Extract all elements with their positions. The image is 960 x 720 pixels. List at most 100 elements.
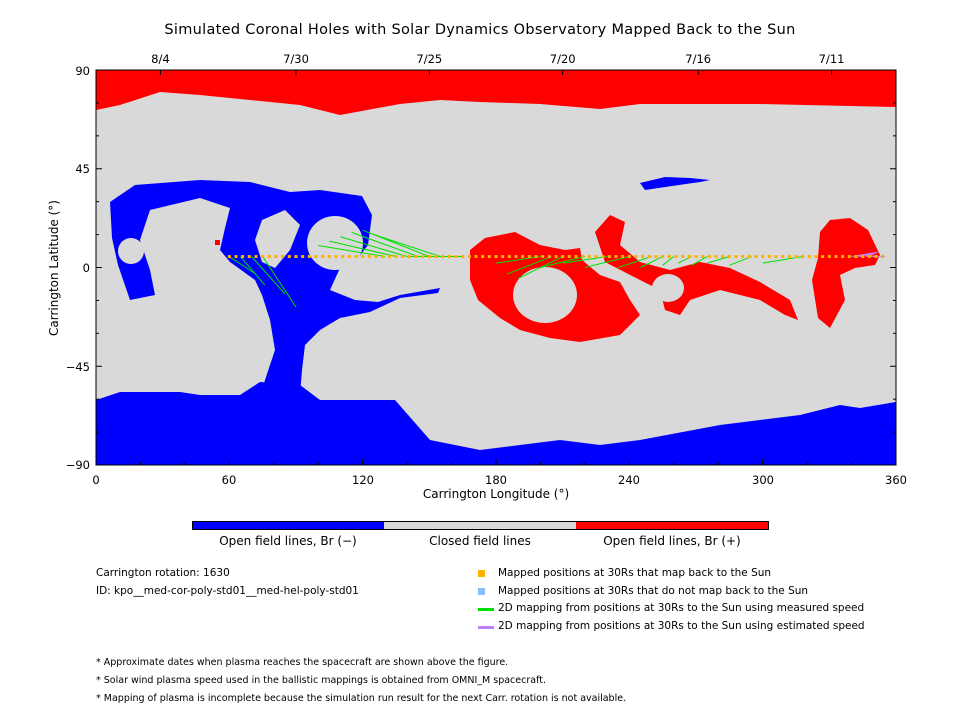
measured-mapping-line: [584, 256, 630, 268]
mapped-position-dot: [427, 255, 431, 259]
mapped-position-dot: [861, 255, 865, 259]
mapped-position-dot: [787, 255, 791, 259]
mapped-position-dot: [654, 255, 658, 259]
mapped-position-dot: [474, 255, 478, 259]
colorbar-label-negative: Open field lines, Br (−): [219, 534, 357, 548]
mapped-position-dot: [841, 255, 845, 259]
mapped-position-dot: [594, 255, 598, 259]
measured-mapping-line: [240, 256, 266, 286]
mapped-position-dot: [847, 255, 851, 259]
closed-island: [118, 238, 144, 264]
mapped-position-dot: [621, 255, 625, 259]
mapped-position-dot: [601, 255, 605, 259]
mapped-position-dot: [567, 255, 571, 259]
mapped-position-dot: [307, 255, 311, 259]
axis-ticks: [95, 69, 897, 466]
mapped-position-dot: [701, 255, 705, 259]
legend-label: Mapped positions at 30Rs that do not map…: [498, 585, 809, 597]
closed-island: [652, 274, 684, 302]
x-tick-label: 300: [752, 473, 774, 487]
mapped-position-dot: [327, 255, 331, 259]
x-tick-label: 0: [92, 473, 99, 487]
mapped-position-dot: [734, 255, 738, 259]
mapped-position-dot: [707, 255, 711, 259]
mapped-position-dot: [247, 255, 251, 259]
mapped-position-dot: [627, 255, 631, 259]
colorbar-negative: [192, 521, 384, 529]
mapped-position-dot: [494, 255, 498, 259]
mapped-position-dot: [434, 255, 438, 259]
mapped-position-dot: [587, 255, 591, 259]
chart-title: Simulated Coronal Holes with Solar Dynam…: [164, 22, 796, 38]
mapped-position-dot: [261, 255, 265, 259]
y-tick-label: 45: [75, 162, 90, 176]
date-label: 7/16: [685, 52, 711, 66]
carrington-rotation: Carrington rotation: 1630: [96, 567, 230, 579]
date-label: 7/25: [416, 52, 442, 66]
mapped-position-dot: [874, 255, 878, 259]
mapped-position-dot: [341, 255, 345, 259]
positive-hole-right: [595, 215, 798, 320]
mapped-position-dot: [241, 255, 245, 259]
mapped-position-dot: [714, 255, 718, 259]
mapped-position-dot: [361, 255, 365, 259]
blue-square-icon: [478, 588, 485, 595]
x-axis-label: Carrington Longitude (°): [423, 487, 569, 501]
mapped-position-dot: [854, 255, 858, 259]
y-tick-label: −90: [66, 458, 90, 472]
x-tick-label: 180: [485, 473, 507, 487]
mapped-position-dot: [561, 255, 565, 259]
mapped-position-dot: [267, 255, 271, 259]
measured-mapping-line: [691, 256, 708, 266]
y-tick-label: 0: [83, 261, 90, 275]
measured-mapping-line: [329, 240, 397, 258]
measured-mapping-line: [495, 256, 541, 264]
x-tick-label: 120: [352, 473, 374, 487]
mapped-position-dot: [234, 255, 238, 259]
footnote: * Solar wind plasma speed used in the ba…: [96, 675, 546, 686]
coronal-hole-map: 0 60 120 180 240 300 360 90 45 0 −45 −90…: [47, 52, 907, 501]
closed-island: [307, 216, 363, 270]
colorbar-positive: [576, 521, 768, 529]
legend-label: Mapped positions at 30Rs that map back t…: [498, 567, 772, 579]
mapped-position-dot: [421, 255, 425, 259]
positive-hole-far-right: [812, 218, 880, 328]
mapped-position-dot: [287, 255, 291, 259]
mapped-position-dot: [321, 255, 325, 259]
mapped-position-dot: [294, 255, 298, 259]
mapped-position-dot: [487, 255, 491, 259]
mapped-position-dot: [767, 255, 771, 259]
colorbar-closed: [384, 521, 576, 529]
mapped-position-dot: [401, 255, 405, 259]
date-label: 7/20: [550, 52, 576, 66]
orange-square-icon: [478, 570, 485, 577]
mapped-position-dot: [641, 255, 645, 259]
colorbar-frame: [192, 521, 769, 530]
mapped-position-dot: [314, 255, 318, 259]
mapped-position-dot: [667, 255, 671, 259]
mapped-position-dot: [834, 255, 838, 259]
mapped-position-dot: [881, 255, 885, 259]
mapped-position-dot: [334, 255, 338, 259]
x-tick-label: 360: [885, 473, 907, 487]
y-axis-label: Carrington Latitude (°): [47, 200, 61, 336]
mapped-position-dot: [721, 255, 725, 259]
mapped-position-dot: [467, 255, 471, 259]
positive-patch-small: [215, 240, 220, 245]
measured-mapping-line: [662, 256, 675, 266]
mapped-position-dot: [821, 255, 825, 259]
mapped-position-dot: [374, 255, 378, 259]
mapped-position-dot: [547, 255, 551, 259]
measured-mapping-line: [506, 256, 552, 275]
mapped-position-dot: [614, 255, 618, 259]
mapped-position-dot: [581, 255, 585, 259]
mapped-position-dot: [754, 255, 758, 259]
mapped-position-dot: [574, 255, 578, 259]
south-polar-hole: [96, 382, 896, 465]
mapped-position-dot: [674, 255, 678, 259]
mapped-position-dot: [507, 255, 511, 259]
x-tick-label: 60: [222, 473, 237, 487]
mapped-position-dot: [681, 255, 685, 259]
measured-mapping-line: [373, 234, 441, 258]
measured-mapping-line: [540, 256, 586, 268]
